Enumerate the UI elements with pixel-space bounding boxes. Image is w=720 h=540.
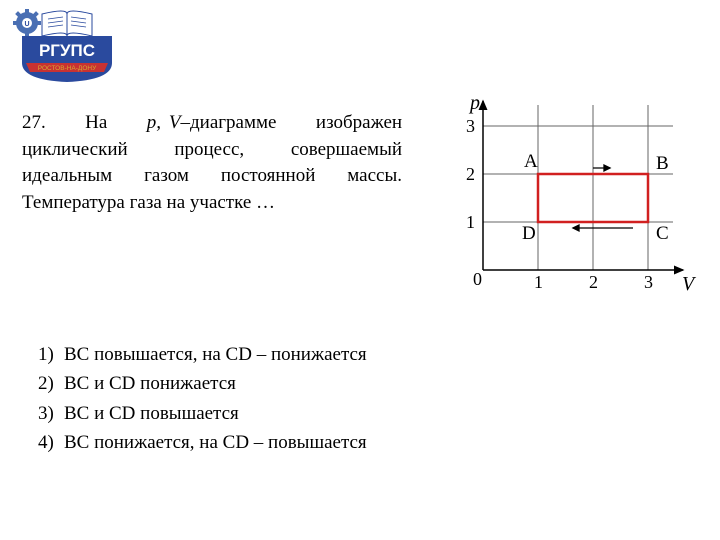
point-a: A	[524, 151, 538, 172]
y-axis-label: p	[468, 95, 480, 114]
logo-subtext: РОСТОВ-НА-ДОНУ	[38, 65, 97, 72]
pv-diagram: 0 1 2 3 1 2 3 p V A B C D	[438, 95, 698, 305]
arrow-cd	[573, 225, 633, 231]
problem-number: 27.	[22, 112, 46, 133]
x-axis-label: V	[682, 273, 697, 295]
point-b: B	[656, 153, 669, 174]
tick-y2: 2	[466, 164, 475, 184]
point-d: D	[522, 223, 536, 244]
option-2: 2)ВС и CD понижается	[38, 369, 367, 398]
point-c: C	[656, 223, 669, 244]
tick-x3: 3	[644, 272, 653, 292]
problem-statement: 27. На p, V–диаграмме изображен цикличес…	[22, 110, 402, 216]
tick-y3: 3	[466, 116, 475, 136]
arrow-ab	[593, 165, 610, 171]
tick-y1: 1	[466, 212, 475, 232]
tick-x0: 0	[473, 269, 482, 289]
tick-x1: 1	[534, 272, 543, 292]
svg-text:U: U	[24, 21, 29, 28]
university-logo: U РГУПС РОСТОВ-НА-ДОНУ	[12, 8, 122, 83]
logo-text: РГУПС	[39, 41, 95, 60]
answer-options: 1)ВС повышается, на CD – понижается 2)ВС…	[38, 340, 367, 458]
option-3: 3)ВС и CD повышается	[38, 399, 367, 428]
option-4: 4)ВС понижается, на CD – повышается	[38, 428, 367, 457]
tick-x2: 2	[589, 272, 598, 292]
option-1: 1)ВС повышается, на CD – понижается	[38, 340, 367, 369]
